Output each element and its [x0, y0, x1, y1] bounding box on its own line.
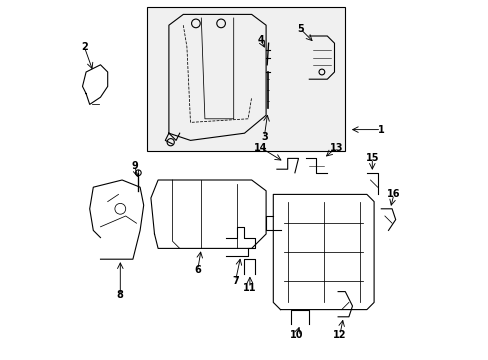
Text: 6: 6 [194, 265, 201, 275]
Text: 7: 7 [232, 276, 238, 286]
Text: 15: 15 [365, 153, 378, 163]
Text: 2: 2 [81, 42, 87, 52]
Text: 13: 13 [329, 143, 343, 153]
Text: 11: 11 [243, 283, 256, 293]
Text: 14: 14 [253, 143, 267, 153]
Text: 10: 10 [289, 330, 303, 340]
Bar [147, 7, 345, 151]
Text: 1: 1 [377, 125, 384, 135]
Text: 9: 9 [131, 161, 138, 171]
Text: 5: 5 [296, 24, 303, 34]
Text: 4: 4 [257, 35, 264, 45]
Text: 8: 8 [117, 290, 123, 300]
Text: 3: 3 [261, 132, 267, 142]
Text: 12: 12 [332, 330, 346, 340]
Text: 16: 16 [386, 189, 400, 199]
